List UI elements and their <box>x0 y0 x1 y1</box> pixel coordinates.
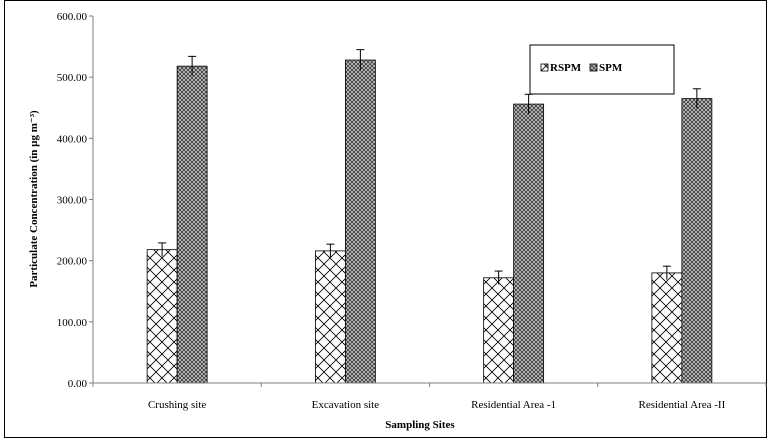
y-tick-label: 0.00 <box>68 378 88 390</box>
bar-spm <box>682 99 712 383</box>
x-axis: Crushing site Excavation site Residential … <box>93 383 766 411</box>
y-axis: 0.00 100.00 200.00 300.00 400.00 500.00 600.00 <box>57 11 93 390</box>
x-axis-title: Sampling Sites <box>385 419 455 431</box>
x-category-label: Crushing site <box>148 399 206 411</box>
bar-rspm <box>315 251 345 383</box>
legend-swatch-spm <box>590 64 597 71</box>
bar-rspm <box>484 278 514 383</box>
legend-label-spm: SPM <box>599 62 623 74</box>
y-axis-title: Particulate Concentration (in µg m⁻³) <box>28 110 40 288</box>
y-tick-label: 400.00 <box>57 133 88 145</box>
y-tick-label: 300.00 <box>57 195 88 207</box>
legend-swatch-rspm <box>541 64 548 71</box>
bar-spm <box>514 104 544 383</box>
bar-rspm <box>147 250 177 383</box>
bars <box>147 60 712 383</box>
x-category-label: Residential Area -II <box>639 399 726 411</box>
y-tick-label: 600.00 <box>57 11 88 23</box>
x-category-label: Residential Area -1 <box>471 399 556 411</box>
bar-spm <box>345 60 375 383</box>
legend-label-rspm: RSPM <box>550 62 582 74</box>
bar-spm <box>177 66 207 383</box>
y-tick-label: 500.00 <box>57 72 88 84</box>
bar-rspm <box>652 273 682 383</box>
y-tick-label: 200.00 <box>57 256 88 268</box>
legend: RSPM SPM <box>530 45 674 94</box>
x-category-label: Excavation site <box>312 399 380 411</box>
y-tick-label: 100.00 <box>57 317 88 329</box>
